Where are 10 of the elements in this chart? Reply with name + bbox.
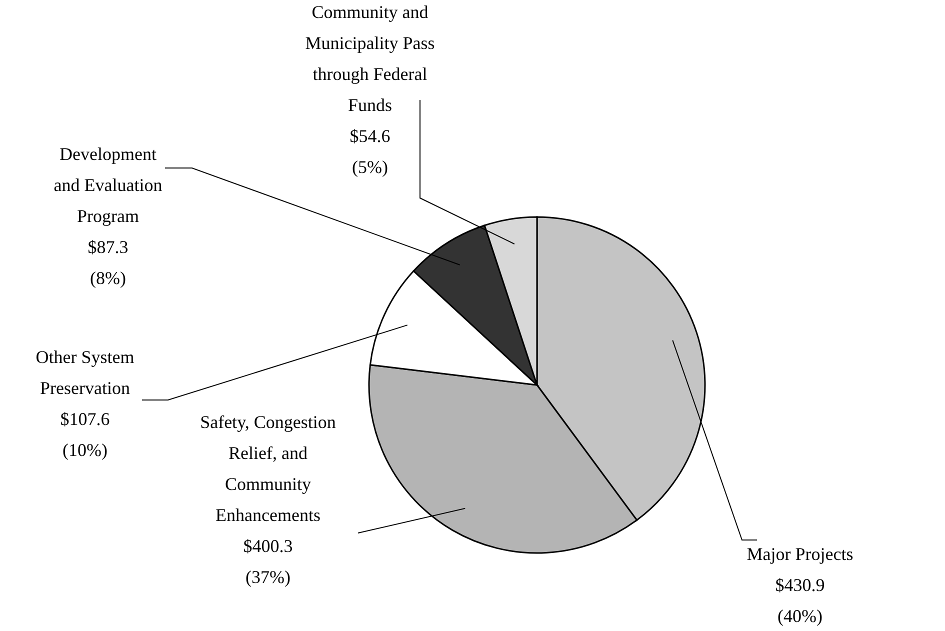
data-label: $107.6 (10%)	[60, 409, 110, 460]
slice-label: Other System Preservation	[36, 347, 134, 398]
slice-label: Major Projects	[746, 544, 854, 564]
data-label: $54.6 (5%)	[350, 126, 390, 177]
data-label: $430.9 (40%)	[775, 575, 825, 626]
slice-label: Safety, Congestion Relief, and Community Enhancements	[200, 412, 336, 525]
slice-label: Community and Municipality Pass through Federal Funds	[305, 2, 435, 115]
slice-label: Development and Evaluation Program	[54, 144, 162, 226]
data-label: $400.3 (37%)	[243, 536, 293, 587]
data-label: $87.3 (8%)	[88, 237, 128, 288]
